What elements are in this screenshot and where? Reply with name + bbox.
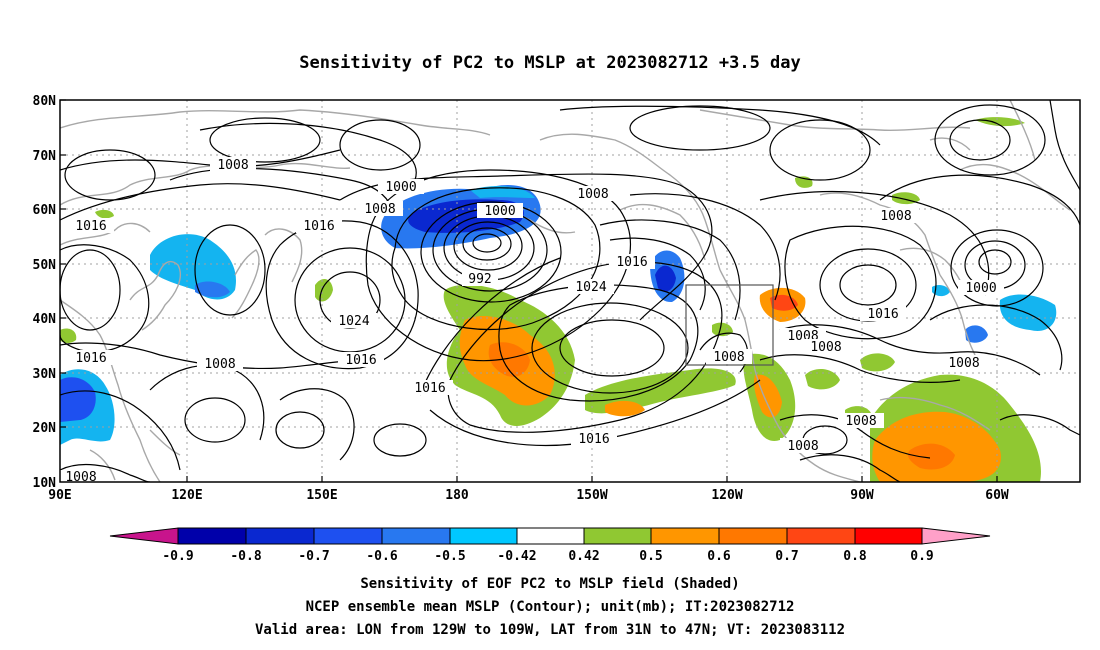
shade-positive-patch-4 <box>975 117 1025 127</box>
shade-negative-atlantic-3 <box>932 284 950 297</box>
contour-label: 1008 <box>845 414 876 429</box>
shade-positive-patch-1 <box>315 278 333 302</box>
contour-label: 1008 <box>713 350 744 365</box>
lat-axis-labels: 80N 70N 60N 50N 40N 30N 20N 10N <box>33 94 57 491</box>
colorbar-swatch <box>583 527 652 545</box>
colorbar-label: -0.5 <box>434 549 465 564</box>
shade-positive-caribbean-core <box>908 443 955 470</box>
shade-negative-scs-core <box>60 377 96 422</box>
contour-label: 1016 <box>414 381 445 396</box>
valid-area-box <box>685 284 774 366</box>
lat-label: 50N <box>33 258 57 273</box>
contour-label: 1008 <box>217 158 248 173</box>
contour-label: 1000 <box>484 204 515 219</box>
contour-label: 1016 <box>345 353 376 368</box>
shade-negative-japan-core <box>195 281 230 298</box>
contour-label: 1008 <box>577 187 608 202</box>
contour-label-group: 1008 1000 1008 1016 1016 1000 992 1008 1… <box>60 157 1004 485</box>
lat-label: 70N <box>33 149 57 164</box>
colorbar-label: -0.42 <box>497 549 536 564</box>
shade-positive-patch-8 <box>860 353 895 372</box>
colorbar-swatch <box>177 527 247 545</box>
caption: Sensitivity of EOF PC2 to MSLP field (Sh… <box>255 576 845 638</box>
shade-negative-atlantic-2 <box>965 325 988 343</box>
contour-label: 1000 <box>965 281 996 296</box>
lon-label: 150W <box>576 488 607 503</box>
lon-label: 90E <box>48 488 71 503</box>
shade-positive-patch-6 <box>60 328 77 344</box>
lat-label: 60N <box>33 203 57 218</box>
lon-axis-labels: 90E 120E 150E 180 150W 120W 90W 60W <box>48 488 1009 503</box>
contour-label: 1024 <box>575 280 606 295</box>
lat-label: 80N <box>33 94 57 109</box>
contour-label: 1000 <box>385 180 416 195</box>
lon-label: 90W <box>850 488 874 503</box>
lat-label: 10N <box>33 476 57 491</box>
colorbar-swatch <box>786 527 856 545</box>
colorbar-label: -0.9 <box>162 549 193 564</box>
colorbar-label: 0.7 <box>775 549 798 564</box>
contour-label: 1016 <box>75 351 106 366</box>
contour-label: 1008 <box>364 202 395 217</box>
lat-label: 20N <box>33 421 57 436</box>
lat-ticks <box>60 99 998 482</box>
contour-label: 992 <box>468 272 491 287</box>
caption-line-3: Valid area: LON from 129W to 109W, LAT f… <box>255 622 845 638</box>
lat-label: 30N <box>33 367 57 382</box>
contour-label: 1008 <box>948 356 979 371</box>
caption-line-2: NCEP ensemble mean MSLP (Contour); unit(… <box>306 599 795 615</box>
lon-label: 150E <box>306 488 337 503</box>
lon-label: 60W <box>985 488 1009 503</box>
shade-positive-patch-7 <box>805 368 840 390</box>
colorbar-swatch <box>245 527 315 545</box>
colorbar-label: -0.8 <box>230 549 261 564</box>
contour-label: 1008 <box>204 357 235 372</box>
contour-label: 1008 <box>65 470 96 485</box>
colorbar-swatch <box>854 527 923 545</box>
lon-label: 120E <box>171 488 202 503</box>
colorbar-swatch <box>381 527 451 545</box>
caption-line-1: Sensitivity of EOF PC2 to MSLP field (Sh… <box>360 576 739 592</box>
colorbar-swatch <box>718 527 788 545</box>
colorbar-label: 0.9 <box>910 549 933 564</box>
lon-label: 120W <box>711 488 742 503</box>
lon-label: 180 <box>445 488 469 503</box>
contour-label: 1016 <box>867 307 898 322</box>
map-panel: 1008 1000 1008 1016 1016 1000 992 1008 1… <box>59 99 1081 485</box>
lat-label: 40N <box>33 312 57 327</box>
colorbar-over-triangle <box>921 527 991 545</box>
shade-positive-mexico-orange <box>753 374 782 418</box>
contour-label: 1008 <box>787 439 818 454</box>
contour-label: 1008 <box>880 209 911 224</box>
contour-label: 1024 <box>338 314 369 329</box>
contour-label: 1016 <box>578 432 609 447</box>
colorbar-labels: -0.9 -0.8 -0.7 -0.6 -0.5 -0.42 0.42 0.5 … <box>162 549 933 564</box>
colorbar-label: 0.8 <box>843 549 867 564</box>
shade-positive-cp-core <box>488 342 530 377</box>
colorbar-label: -0.6 <box>366 549 397 564</box>
colorbar-swatch <box>449 527 518 545</box>
contour-label: 1008 <box>810 340 841 355</box>
colorbar-label: 0.5 <box>639 549 662 564</box>
figure-title: Sensitivity of PC2 to MSLP at 2023082712… <box>299 53 801 73</box>
shade-negative-goa-core <box>655 265 676 292</box>
shade-positive-subtropical-orange <box>605 400 645 417</box>
colorbar-swatch <box>650 527 720 545</box>
colorbar-under-triangle <box>109 527 179 545</box>
colorbar <box>109 527 991 545</box>
colorbar-label: 0.42 <box>568 549 599 564</box>
lat-lon-grid <box>60 100 1080 482</box>
colorbar-label: 0.6 <box>707 549 731 564</box>
contour-label: 1016 <box>303 219 334 234</box>
colorbar-swatch <box>516 527 585 545</box>
shade-positive-patch-5 <box>95 209 114 219</box>
contour-label: 1016 <box>75 219 106 234</box>
shaded-regions <box>60 117 1057 482</box>
contour-label: 1016 <box>616 255 647 270</box>
colorbar-swatch <box>313 527 383 545</box>
colorbar-label: -0.7 <box>298 549 329 564</box>
